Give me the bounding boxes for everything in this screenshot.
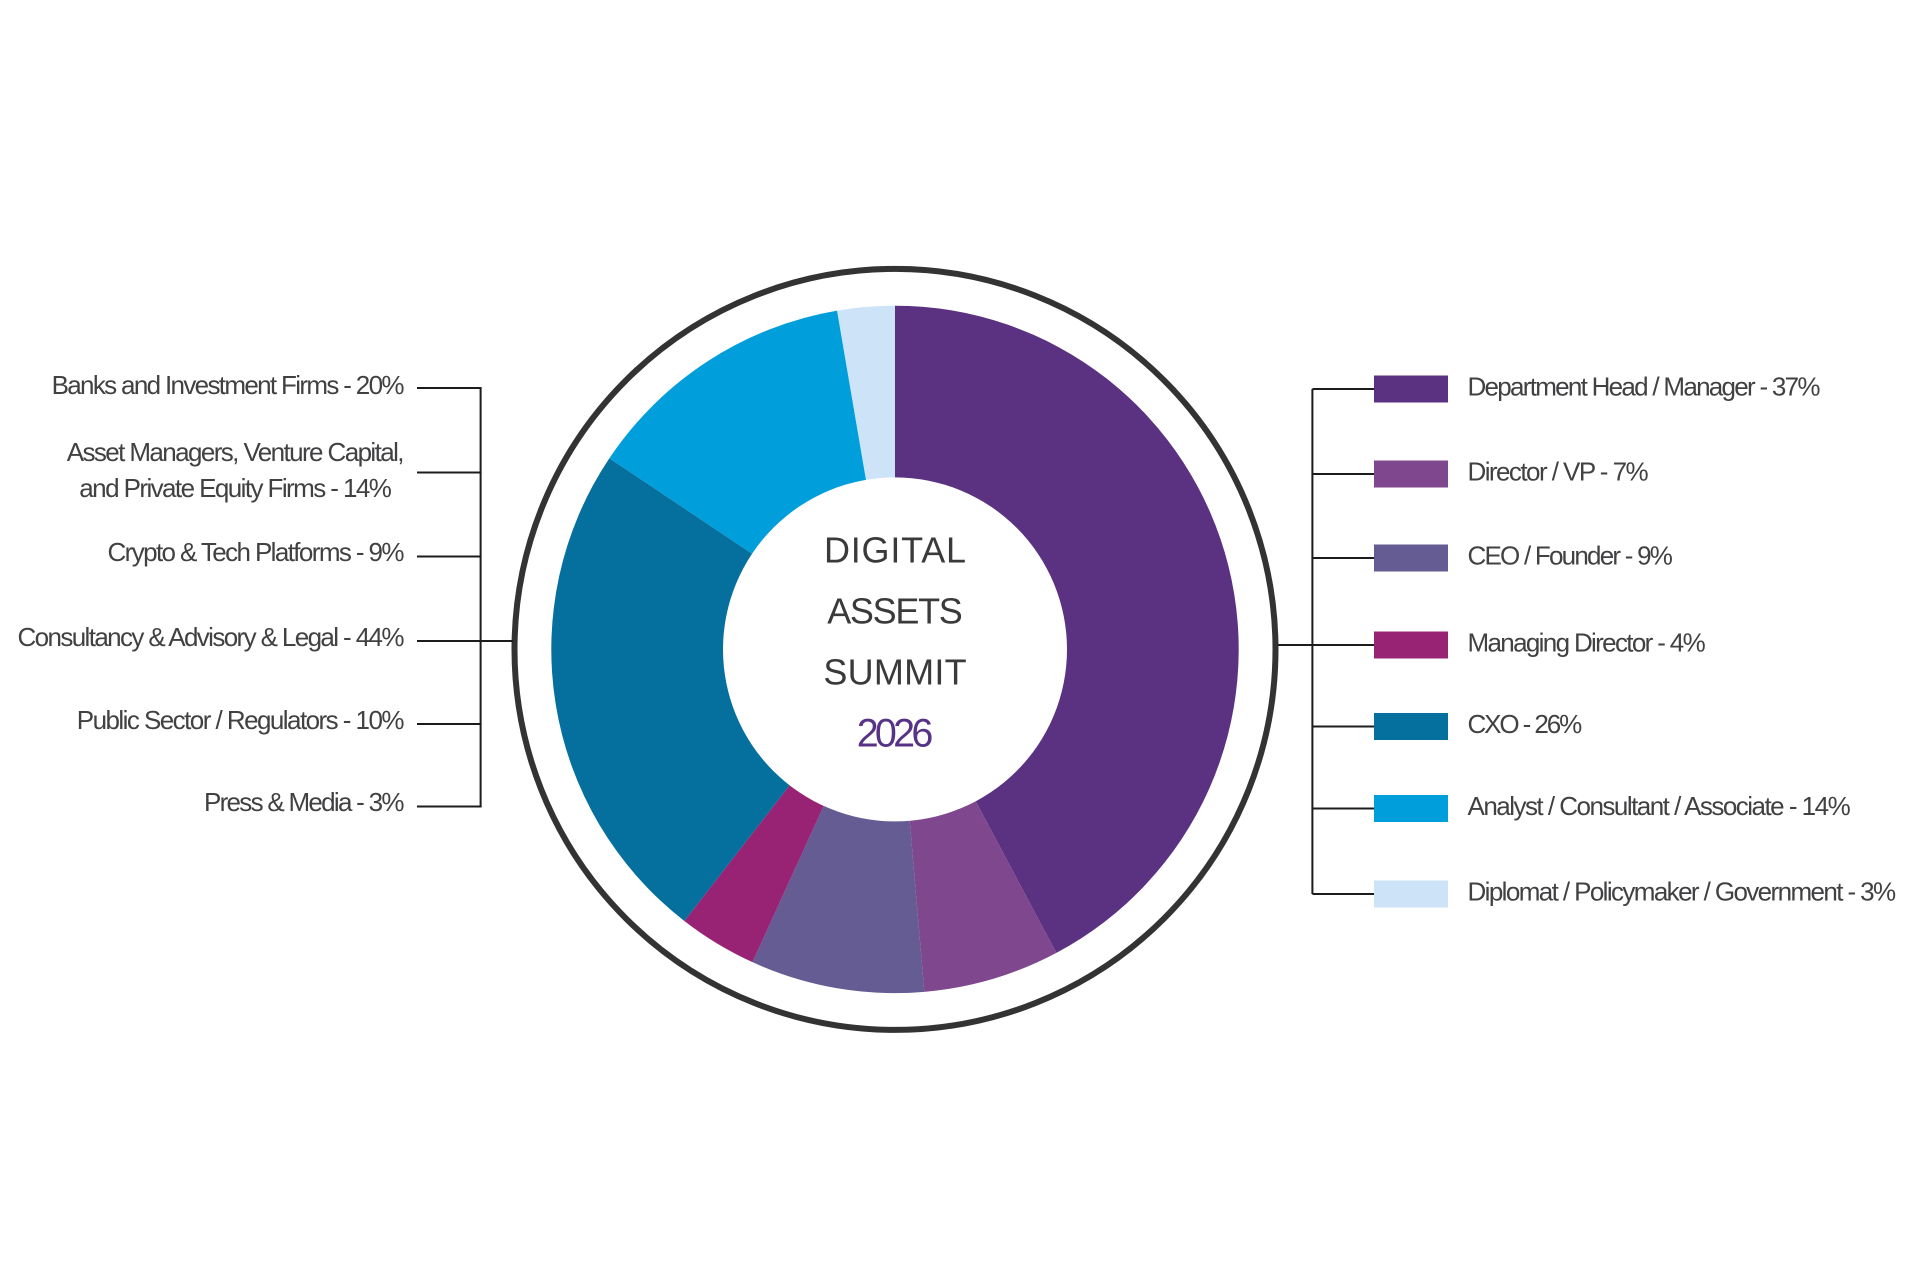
svg-text:Asset Managers, Venture Capita: Asset Managers, Venture Capital, xyxy=(67,437,405,467)
svg-text:Public Sector / Regulators - 1: Public Sector / Regulators - 10% xyxy=(77,705,405,735)
svg-text:SUMMIT: SUMMIT xyxy=(823,652,966,693)
svg-text:Analyst / Consultant / Associa: Analyst / Consultant / Associate - 14% xyxy=(1468,791,1851,821)
svg-text:Diplomat / Policymaker / Gover: Diplomat / Policymaker / Government - 3% xyxy=(1468,876,1897,906)
svg-text:and Private Equity Firms - 14%: and Private Equity Firms - 14% xyxy=(79,473,392,503)
svg-text:CEO / Founder - 9%: CEO / Founder - 9% xyxy=(1468,540,1673,570)
svg-text:Director / VP - 7%: Director / VP - 7% xyxy=(1468,456,1649,486)
svg-text:DIGITAL: DIGITAL xyxy=(824,529,966,570)
svg-text:Press & Media - 3%: Press & Media - 3% xyxy=(204,787,405,817)
svg-text:Managing Director - 4%: Managing Director - 4% xyxy=(1468,627,1706,657)
svg-text:Crypto & Tech Platforms - 9%: Crypto & Tech Platforms - 9% xyxy=(108,537,405,567)
svg-text:Consultancy & Advisory & Legal: Consultancy & Advisory & Legal - 44% xyxy=(18,622,405,652)
svg-text:Department Head / Manager - 37: Department Head / Manager - 37% xyxy=(1468,371,1821,401)
svg-text:Banks and Investment Firms - 2: Banks and Investment Firms - 20% xyxy=(52,370,405,400)
svg-text:2026: 2026 xyxy=(857,712,934,756)
svg-text:CXO - 26%: CXO - 26% xyxy=(1468,709,1583,739)
svg-text:ASSETS: ASSETS xyxy=(827,591,963,632)
